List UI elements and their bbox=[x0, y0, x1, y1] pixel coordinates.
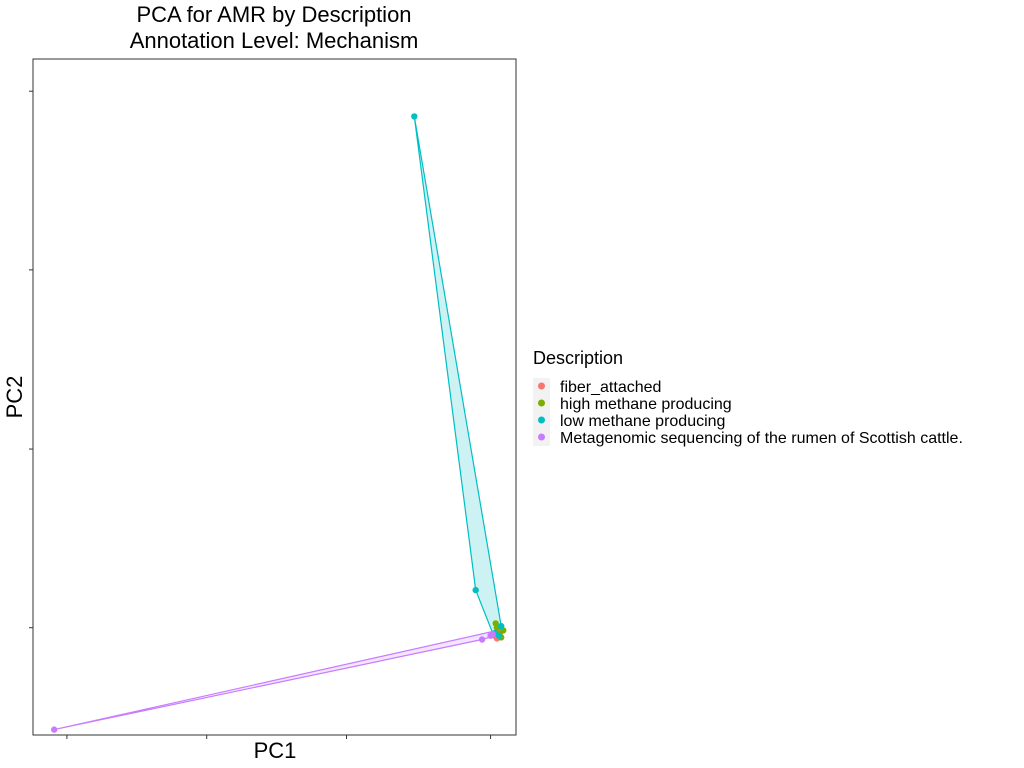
legend-key-0 bbox=[538, 382, 545, 390]
point-series-3-0 bbox=[51, 726, 58, 733]
legend-key-1 bbox=[538, 399, 545, 407]
hull-series-2 bbox=[413, 116, 502, 640]
legend-label-2: low methane producing bbox=[560, 413, 725, 430]
chart-title-line-2: Annotation Level: Mechanism bbox=[130, 28, 419, 53]
point-series-2-2 bbox=[498, 622, 505, 630]
x-axis-label: PC1 bbox=[254, 738, 297, 763]
legend-title: Description bbox=[533, 348, 623, 368]
hull-series-3 bbox=[54, 630, 496, 731]
point-series-2-1 bbox=[472, 586, 479, 594]
legend-label-3: Metagenomic sequencing of the rumen of S… bbox=[560, 430, 963, 447]
point-series-2-0 bbox=[411, 113, 418, 120]
legend-key-2 bbox=[538, 416, 545, 424]
legend-key-3 bbox=[538, 433, 545, 441]
point-series-3-1 bbox=[478, 636, 486, 643]
point-series-3-3 bbox=[487, 632, 494, 639]
legend-label-1: high methane producing bbox=[560, 396, 732, 413]
legend-label-0: fiber_attached bbox=[560, 379, 661, 396]
chart-title-line-1: PCA for AMR by Description bbox=[136, 2, 411, 27]
plot-area bbox=[51, 113, 507, 733]
y-axis-label: PC2 bbox=[2, 376, 27, 419]
plot-panel-border bbox=[32, 58, 517, 736]
axis-ticks bbox=[29, 90, 492, 739]
